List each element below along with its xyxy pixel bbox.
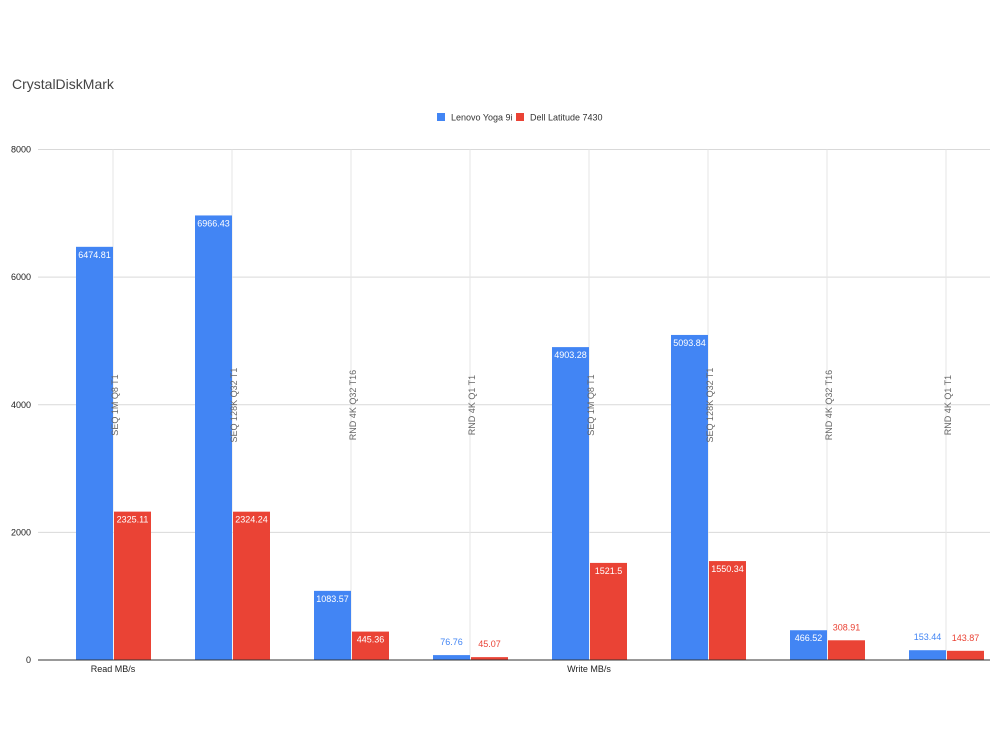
bar bbox=[471, 657, 508, 660]
data-label: 45.07 bbox=[478, 639, 501, 649]
data-label: 1550.34 bbox=[711, 564, 744, 574]
category-label: RND 4K Q1 T1 bbox=[943, 375, 953, 435]
gridlines bbox=[38, 149, 990, 660]
chart-title: CrystalDiskMark bbox=[12, 76, 115, 92]
category-label: SEQ 128K Q32 T1 bbox=[229, 368, 239, 443]
data-label: 2325.11 bbox=[117, 515, 149, 525]
bar bbox=[590, 562, 627, 660]
data-label: 4903.28 bbox=[554, 350, 587, 360]
y-tick-label: 8000 bbox=[11, 145, 31, 155]
data-label: 1521.5 bbox=[595, 566, 623, 576]
legend: Lenovo Yoga 9i Dell Latitude 7430 bbox=[437, 113, 603, 123]
data-label: 308.91 bbox=[833, 622, 861, 632]
data-label: 6966.43 bbox=[197, 218, 230, 228]
category-label: SEQ 128K Q32 T1 bbox=[705, 368, 715, 443]
y-tick-label: 4000 bbox=[11, 400, 31, 410]
bar bbox=[909, 650, 946, 660]
bars: 6474.81 6966.43 1083.57 76.76 4903.28 5093.84… bbox=[76, 215, 984, 661]
category-label: RND 4K Q32 T16 bbox=[348, 370, 358, 440]
bar bbox=[709, 561, 746, 660]
bar bbox=[114, 511, 151, 660]
category-label: RND 4K Q32 T16 bbox=[824, 370, 834, 440]
x-group-label: Read MB/s bbox=[91, 664, 136, 674]
y-tick-label: 6000 bbox=[11, 272, 31, 282]
data-label: 466.52 bbox=[795, 633, 823, 643]
bar bbox=[790, 630, 827, 660]
bar bbox=[314, 590, 351, 660]
bar bbox=[828, 640, 865, 660]
y-tick-label: 2000 bbox=[11, 527, 31, 537]
data-label: 1083.57 bbox=[316, 594, 349, 604]
data-label: 76.76 bbox=[440, 637, 463, 647]
data-label: 2324.24 bbox=[235, 515, 268, 525]
data-label: 445.36 bbox=[357, 635, 385, 645]
category-labels: SEQ 1M Q8 T1 SEQ 128K Q32 T1 RND 4K Q32 T1… bbox=[110, 368, 953, 443]
data-label: 5093.84 bbox=[673, 338, 706, 348]
y-axis: 0 2000 4000 6000 8000 bbox=[11, 145, 31, 666]
data-label: 143.87 bbox=[952, 633, 980, 643]
bar bbox=[433, 655, 470, 660]
category-label: SEQ 1M Q8 T1 bbox=[586, 374, 596, 435]
bar bbox=[233, 511, 270, 660]
legend-swatch bbox=[516, 113, 524, 121]
data-label: 153.44 bbox=[914, 632, 942, 642]
legend-entry: Lenovo Yoga 9i bbox=[451, 113, 513, 123]
bar bbox=[671, 334, 708, 660]
bar bbox=[76, 246, 113, 661]
bar bbox=[352, 631, 389, 660]
bar bbox=[552, 347, 589, 660]
legend-swatch bbox=[437, 113, 445, 121]
x-group-label: Write MB/s bbox=[567, 664, 611, 674]
category-label: SEQ 1M Q8 T1 bbox=[110, 374, 120, 435]
category-label: RND 4K Q1 T1 bbox=[467, 375, 477, 435]
legend-entry: Dell Latitude 7430 bbox=[530, 113, 603, 123]
x-axis: Read MB/s Write MB/s bbox=[38, 659, 990, 674]
y-tick-label: 0 bbox=[26, 655, 31, 665]
data-label: 6474.81 bbox=[78, 250, 111, 260]
bar bbox=[195, 215, 232, 660]
bar bbox=[947, 650, 984, 660]
